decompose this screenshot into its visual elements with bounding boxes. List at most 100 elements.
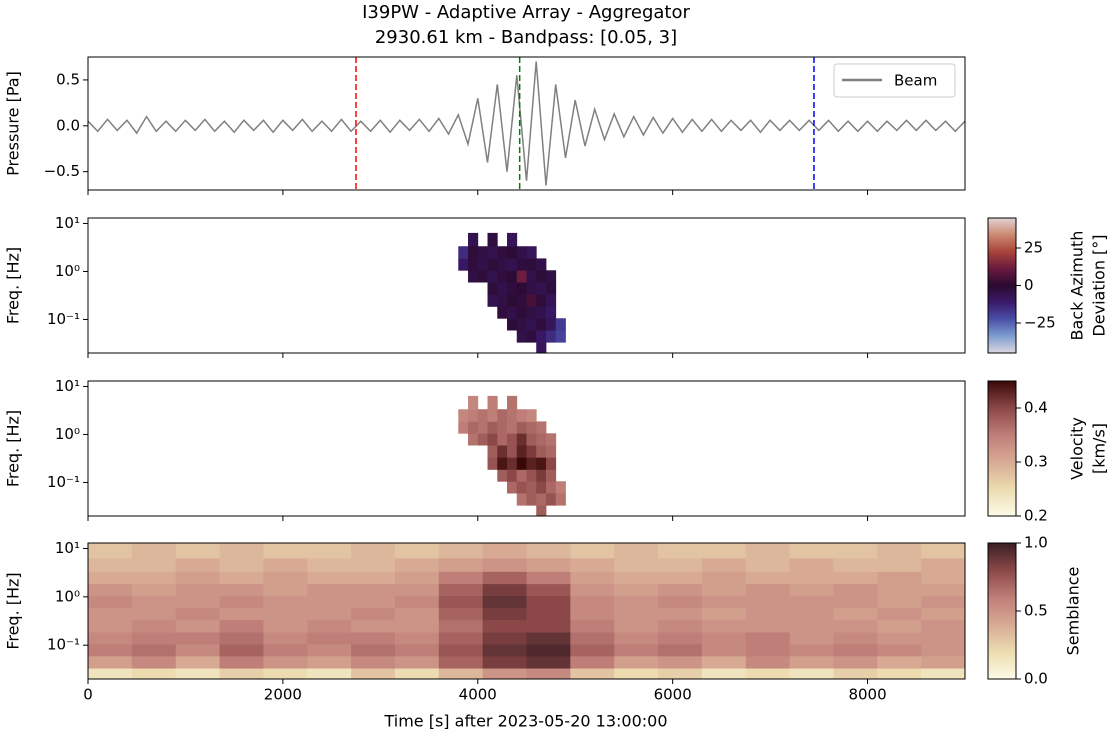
heatmap-cell [458,409,469,422]
heatmap-cell [833,543,878,559]
heatmap-cell [701,607,747,621]
heatmap-cell [526,318,537,331]
heatmap-cell [307,571,352,585]
heatmap-cell [482,655,527,669]
heatmap-cell [263,619,308,633]
heatmap-cell [658,571,703,585]
heatmap-cell [877,644,922,657]
x-tick-label: 8000 [848,686,886,704]
heatmap-cell [88,558,133,572]
heatmap-cell [487,232,498,247]
heatmap-cell [507,246,518,259]
heatmap-cell [497,246,508,259]
heatmap-cell [497,258,508,271]
heatmap-cell [526,481,537,494]
heatmap-cell [877,619,922,633]
heatmap-cell [482,543,527,559]
heatmap-cell [507,445,518,458]
heatmap-cell [658,655,703,669]
heatmap-cell [497,457,508,470]
heatmap-cell [789,583,834,597]
heatmap-cell [394,632,440,645]
heatmap-cell [526,445,537,458]
heatmap-cell [482,607,527,621]
heatmap-cell [536,481,547,494]
heatmap-cell [877,583,922,597]
heatmap-cell [536,421,547,434]
heatmap-cell [507,258,518,271]
heatmap-cell [482,583,527,597]
heatmap-cell [487,433,498,446]
heatmap-cell [877,543,922,559]
heatmap-cell [536,258,547,271]
heatmap-cell [516,306,527,319]
heatmap-cell [536,493,547,506]
colorbar-label: [km/s] [1090,423,1109,474]
heatmap-cell [614,583,659,597]
heatmap-cell [536,445,547,458]
heatmap-cell [482,644,527,657]
heatmap-cell [526,543,571,559]
heatmap-cell [833,571,878,585]
heatmap-cell [570,571,615,585]
heatmap-cell [658,632,703,645]
colorbar-tick-label: 0.2 [1024,507,1048,525]
heatmap-cell [458,246,469,259]
heatmap-cell [516,409,527,422]
heatmap-cell [545,330,557,343]
heatmap-cell [921,668,965,679]
heatmap-cell [526,409,537,422]
heatmap-cell [833,632,878,645]
heatmap-cell [307,595,352,608]
heatmap-cell [745,607,790,621]
heatmap-cell [526,558,571,572]
heatmap-cell [307,583,352,597]
heatmap-cell [219,655,264,669]
heatmap-cell [536,330,547,343]
heatmap-cell [745,583,790,597]
panel: −25 0 25 Back Azimuth Deviation [°] 10⁻¹ 10⁰ 10… [4,214,1109,358]
heatmap-cell [482,558,527,572]
heatmap-cell [789,655,834,669]
heatmap-cell [477,421,488,434]
heatmap-cell [570,619,615,633]
heatmap-cell [658,619,703,633]
heatmap-cell [526,421,537,434]
heatmap-cell [877,668,922,679]
heatmap-cell [516,493,527,506]
heatmap-cell [745,595,790,608]
heatmap-cell [536,282,547,295]
heatmap-cell [526,607,571,621]
heatmap-cell [570,583,615,597]
colorbar-tick-label: 0.0 [1024,670,1048,688]
heatmap-cell [438,607,484,621]
heatmap-cell [526,469,537,482]
heatmap-cell [516,421,527,434]
heatmap-cell [175,668,220,679]
heatmap-cell [526,571,571,585]
heatmap-cell [438,668,484,679]
y-tick-label: 10⁰ [55,425,80,443]
heatmap-cell [789,668,834,679]
heatmap-cell [263,668,308,679]
y-tick-label: 10⁻¹ [47,473,80,491]
heatmap-cell [394,583,440,597]
heatmap-cell [921,558,965,572]
heatmap-cell [921,607,965,621]
heatmap-cell [307,619,352,633]
heatmap-cell [477,409,488,422]
plot-area [458,232,566,353]
heatmap-cell [507,481,518,494]
heatmap-cell [497,469,508,482]
heatmap-cell [614,644,659,657]
heatmap-cell [555,330,566,343]
heatmap-cell [526,619,571,633]
heatmap-cell [307,558,352,572]
heatmap-cell [468,421,479,434]
heatmap-cell [526,668,571,679]
heatmap-cell [789,571,834,585]
heatmap-cell [516,318,527,331]
legend: Beam [833,63,956,98]
heatmap-cell [921,571,965,585]
colorbar-tick-label: 25 [1024,239,1043,257]
